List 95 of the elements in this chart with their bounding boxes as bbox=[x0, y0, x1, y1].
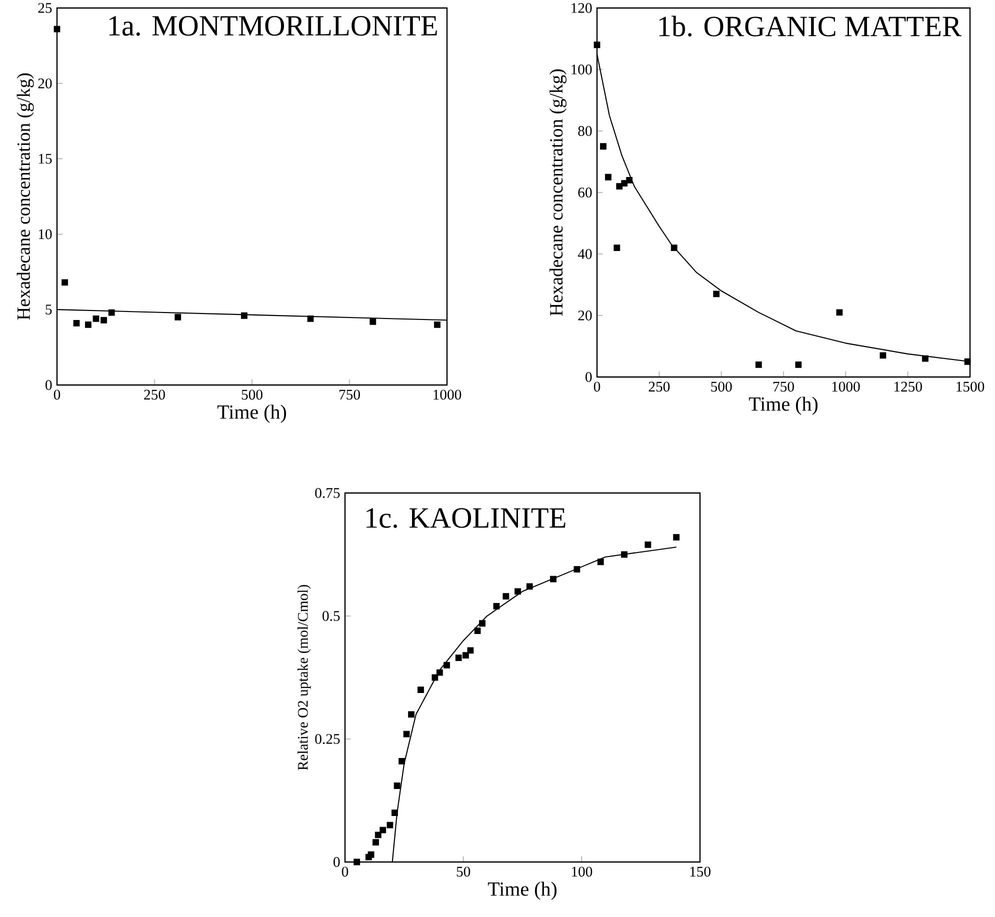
point bbox=[597, 558, 604, 566]
point bbox=[644, 541, 652, 548]
x-tick-label: 0 bbox=[54, 390, 60, 400]
point bbox=[432, 674, 438, 681]
point bbox=[108, 309, 115, 316]
point bbox=[62, 279, 68, 286]
point bbox=[354, 858, 360, 866]
point bbox=[394, 782, 400, 789]
point bbox=[455, 654, 462, 662]
point bbox=[614, 244, 620, 252]
x-tick-label: 500 bbox=[711, 382, 732, 392]
point bbox=[713, 290, 720, 298]
point bbox=[434, 321, 440, 328]
y-tick-label: 15 bbox=[38, 154, 52, 164]
x-tick-label: 0 bbox=[342, 866, 348, 877]
point bbox=[436, 669, 443, 676]
x-tick-label: 50 bbox=[456, 866, 470, 877]
point bbox=[392, 810, 398, 816]
y-axis-title: Hexadecane concentration (g/kg) bbox=[16, 73, 34, 320]
point bbox=[380, 826, 386, 834]
point bbox=[418, 686, 424, 694]
x-tick-label: 1250 bbox=[894, 382, 922, 392]
point bbox=[403, 730, 410, 738]
y-tick-label: 5 bbox=[46, 304, 52, 314]
point bbox=[594, 42, 600, 48]
x-tick-label: 750 bbox=[339, 390, 360, 400]
point bbox=[408, 711, 414, 718]
point bbox=[444, 662, 450, 668]
y-tick-label: 10 bbox=[38, 229, 52, 240]
point bbox=[964, 358, 971, 365]
y-tick-label: 0.75 bbox=[315, 488, 340, 498]
x-tick-label: 250 bbox=[144, 390, 165, 400]
x-tick-label: 500 bbox=[242, 390, 262, 400]
point bbox=[467, 647, 474, 654]
chart-title: 1c. KAOLINITE bbox=[366, 508, 566, 528]
point bbox=[307, 315, 314, 322]
x-tick-label: 250 bbox=[648, 382, 670, 392]
y-tick-label: 0.25 bbox=[315, 734, 340, 744]
point bbox=[92, 315, 100, 322]
point bbox=[474, 628, 481, 634]
point bbox=[574, 566, 580, 572]
point bbox=[73, 320, 80, 326]
point bbox=[755, 361, 762, 368]
point bbox=[600, 143, 606, 150]
x-tick-label: 1500 bbox=[956, 382, 984, 392]
point bbox=[605, 174, 612, 180]
point bbox=[836, 309, 843, 316]
point bbox=[240, 312, 248, 319]
y-tick-label: 20 bbox=[38, 78, 52, 88]
y-tick-label: 0.5 bbox=[322, 611, 340, 621]
y-tick-label: 20 bbox=[578, 310, 592, 320]
chart-title: 1b. ORGANIC MATTER bbox=[659, 16, 962, 37]
y-tick-label: 0 bbox=[586, 372, 592, 382]
y-tick-label: 25 bbox=[38, 3, 52, 13]
point bbox=[54, 26, 60, 32]
point bbox=[374, 832, 382, 838]
y-tick-label: 40 bbox=[578, 249, 592, 259]
point bbox=[493, 602, 500, 610]
x-tick-label: 1000 bbox=[832, 382, 860, 392]
y-tick-label: 120 bbox=[572, 3, 592, 13]
x-axis-title: Time (h) bbox=[488, 882, 557, 900]
point bbox=[84, 321, 92, 328]
point bbox=[526, 583, 533, 590]
y-axis-title: Relative O2 uptake (mol/Cmol) bbox=[298, 585, 311, 770]
point bbox=[550, 576, 556, 582]
point bbox=[368, 851, 374, 858]
point bbox=[670, 244, 678, 252]
x-tick-label: 0 bbox=[594, 382, 600, 392]
point bbox=[626, 176, 633, 184]
point bbox=[372, 839, 379, 846]
x-axis-title: Time (h) bbox=[748, 396, 818, 415]
point bbox=[880, 352, 886, 359]
chart-title: 1a. MONTMORILLONITE bbox=[109, 16, 437, 36]
point bbox=[621, 551, 628, 558]
y-tick-label: 0 bbox=[334, 857, 340, 867]
point bbox=[502, 593, 510, 600]
y-tick-label: 100 bbox=[572, 64, 592, 74]
point bbox=[795, 361, 802, 368]
point bbox=[398, 758, 406, 764]
point bbox=[386, 822, 394, 828]
x-tick-label: 750 bbox=[773, 382, 794, 392]
x-axis-title: Time (h) bbox=[217, 404, 286, 423]
y-tick-label: 60 bbox=[578, 188, 592, 198]
y-tick-label: 80 bbox=[578, 126, 592, 136]
point bbox=[100, 316, 108, 324]
x-tick-label: 1000 bbox=[434, 390, 462, 400]
point bbox=[479, 620, 486, 627]
point bbox=[462, 652, 469, 659]
point bbox=[370, 318, 376, 325]
point bbox=[922, 355, 928, 362]
point bbox=[514, 588, 521, 595]
y-axis-title: Hexadecane concentration (g/kg) bbox=[549, 69, 566, 316]
point bbox=[673, 534, 680, 540]
x-tick-label: 150 bbox=[690, 866, 710, 877]
point bbox=[174, 314, 182, 320]
